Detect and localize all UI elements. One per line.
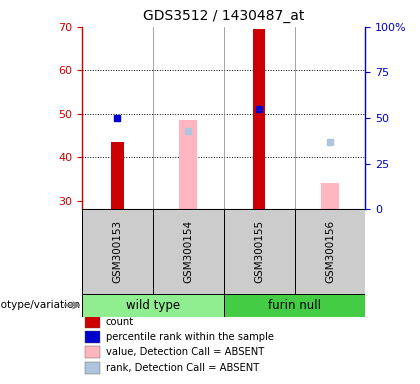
Title: GDS3512 / 1430487_at: GDS3512 / 1430487_at xyxy=(143,9,304,23)
Bar xyxy=(224,294,365,317)
Text: count: count xyxy=(106,316,134,326)
Bar xyxy=(85,316,100,328)
Bar xyxy=(85,346,100,359)
Bar xyxy=(253,29,265,209)
Text: genotype/variation: genotype/variation xyxy=(0,300,81,310)
Text: wild type: wild type xyxy=(126,299,180,312)
Bar xyxy=(224,209,294,294)
Text: percentile rank within the sample: percentile rank within the sample xyxy=(106,332,274,342)
Bar xyxy=(85,362,100,374)
Text: value, Detection Call = ABSENT: value, Detection Call = ABSENT xyxy=(106,348,264,358)
Bar xyxy=(321,183,339,209)
Bar xyxy=(294,209,365,294)
Bar xyxy=(179,120,197,209)
Text: GSM300156: GSM300156 xyxy=(325,220,335,283)
Bar xyxy=(85,331,100,343)
Bar xyxy=(111,142,124,209)
Text: GSM300155: GSM300155 xyxy=(254,220,264,283)
Text: rank, Detection Call = ABSENT: rank, Detection Call = ABSENT xyxy=(106,363,259,373)
Bar xyxy=(82,294,224,317)
Bar xyxy=(82,209,153,294)
Text: GSM300153: GSM300153 xyxy=(112,220,122,283)
Text: GSM300154: GSM300154 xyxy=(183,220,193,283)
Text: furin null: furin null xyxy=(268,299,321,312)
Bar xyxy=(153,209,224,294)
